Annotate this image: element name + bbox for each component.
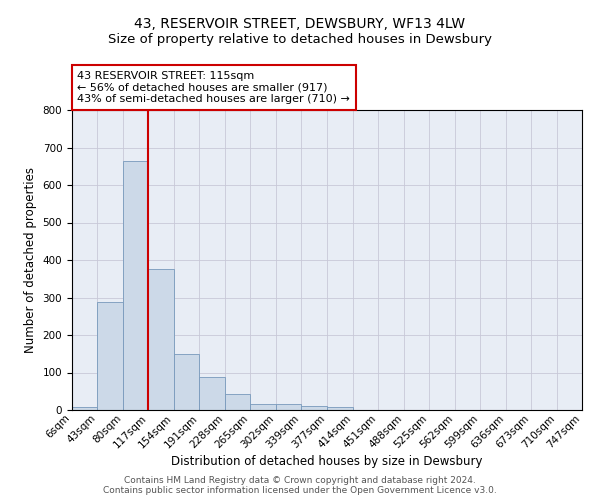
Bar — [174, 354, 199, 410]
Bar — [225, 394, 250, 410]
X-axis label: Distribution of detached houses by size in Dewsbury: Distribution of detached houses by size … — [171, 455, 483, 468]
Text: 43 RESERVOIR STREET: 115sqm
← 56% of detached houses are smaller (917)
43% of se: 43 RESERVOIR STREET: 115sqm ← 56% of det… — [77, 71, 350, 104]
Bar — [199, 377, 225, 410]
Bar — [276, 404, 301, 410]
Text: 43, RESERVOIR STREET, DEWSBURY, WF13 4LW: 43, RESERVOIR STREET, DEWSBURY, WF13 4LW — [134, 18, 466, 32]
Bar — [97, 302, 123, 410]
Bar — [328, 407, 353, 410]
Text: Contains HM Land Registry data © Crown copyright and database right 2024.
Contai: Contains HM Land Registry data © Crown c… — [103, 476, 497, 495]
Bar — [250, 404, 276, 410]
Bar — [148, 270, 174, 410]
Bar — [123, 160, 148, 410]
Y-axis label: Number of detached properties: Number of detached properties — [24, 167, 37, 353]
Bar — [301, 406, 328, 410]
Bar — [72, 407, 97, 410]
Text: Size of property relative to detached houses in Dewsbury: Size of property relative to detached ho… — [108, 32, 492, 46]
